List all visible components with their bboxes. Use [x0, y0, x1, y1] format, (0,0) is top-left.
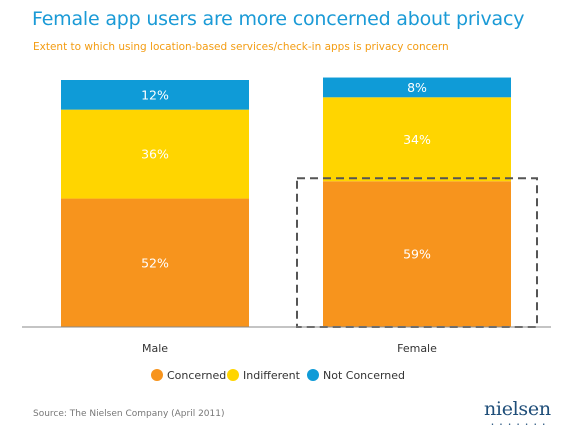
legend-marker-indifferent	[227, 369, 239, 381]
legend-label-indifferent: Indifferent	[243, 369, 301, 382]
nielsen-logo: nielsen	[484, 398, 551, 420]
stacked-bar-chart: 52% 36% 12% 59% 34% 8% Male Female Concerned In…	[22, 77, 551, 382]
legend-marker-concerned	[151, 369, 163, 381]
bar-male-indifferent	[61, 109, 249, 199]
bar-male-not-concerned	[61, 80, 249, 110]
source-note: Source: The Nielsen Company (April 2011)	[33, 409, 225, 419]
chart-title: Female app users are more concerned abou…	[32, 8, 525, 30]
bar-female-concerned	[323, 181, 511, 327]
bar-male-concerned	[61, 198, 249, 327]
x-tick-label-female: Female	[397, 342, 437, 355]
legend-label-not-concerned: Not Concerned	[323, 369, 405, 382]
chart-subtitle: Extent to which using location-based ser…	[33, 41, 449, 53]
data-label-male-indifferent: 36%	[141, 147, 169, 162]
data-label-female-indifferent: 34%	[403, 132, 431, 147]
legend-marker-not-concerned	[307, 369, 319, 381]
legend-label-concerned: Concerned	[167, 369, 226, 382]
bar-female-indifferent	[323, 97, 511, 182]
x-tick-label-male: Male	[142, 342, 168, 355]
data-label-female-concerned: 59%	[403, 247, 431, 262]
bar-female-not-concerned	[323, 77, 511, 98]
logo-dots: • • • • • • •	[491, 422, 548, 428]
data-label-male-not-concerned: 12%	[141, 87, 169, 102]
data-label-female-not-concerned: 8%	[407, 80, 427, 95]
data-label-male-concerned: 52%	[141, 255, 169, 270]
